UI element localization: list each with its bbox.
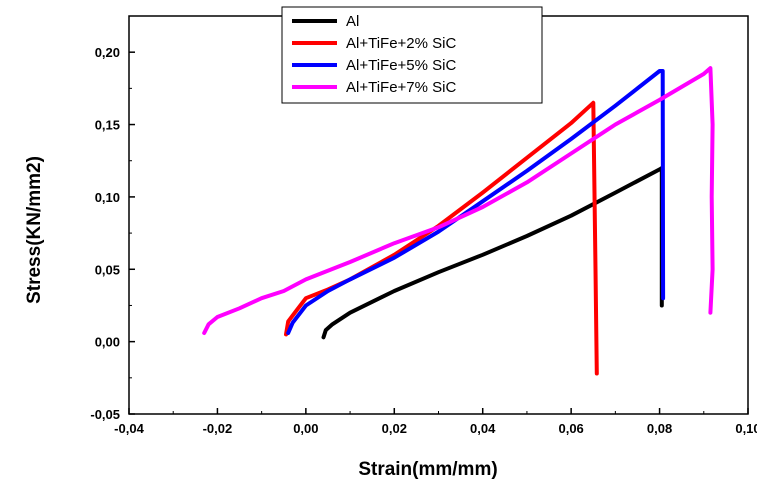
series-layer (202, 66, 715, 376)
y-tick-label: 0,20 (95, 45, 120, 60)
y-tick-label: 0,05 (95, 262, 120, 277)
series-line-1 (321, 166, 664, 340)
x-axis-ticks: -0,04 -0,02 0,00 0,02 0,04 0,06 0,08 0,10 (114, 408, 757, 436)
y-tick-label: 0,15 (95, 118, 120, 133)
x-tick-label: -0,02 (203, 421, 233, 436)
x-tick-label: 0,06 (558, 421, 583, 436)
series-line-2 (284, 100, 599, 376)
legend-label: Al+TiFe+2% SiC (346, 35, 456, 52)
x-tick-label: 0,08 (647, 421, 672, 436)
legend: Al Al+TiFe+2% SiC Al+TiFe+5% SiC Al+TiFe+7%… (281, 6, 543, 104)
x-tick-label: 0,04 (470, 421, 496, 436)
y-axis-ticks: -0,05 0,00 0,05 0,10 0,15 0,20 (90, 45, 135, 422)
series-line-4 (202, 66, 715, 335)
series-line-3 (286, 69, 666, 335)
y-tick-label: -0,05 (90, 407, 120, 422)
y-tick-label: 0,10 (95, 190, 120, 205)
y-axis-title: Stress(KN/mm2) (24, 156, 45, 304)
y-tick-label: 0,00 (95, 335, 120, 350)
x-axis-title: Strain(mm/mm) (358, 459, 497, 480)
x-tick-label: 0,02 (382, 421, 407, 436)
x-tick-label: 0,00 (293, 421, 318, 436)
x-tick-label: -0,04 (114, 421, 144, 436)
legend-label: Al+TiFe+7% SiC (346, 79, 456, 96)
legend-label: Al+TiFe+5% SiC (346, 57, 456, 74)
x-tick-label: 0,10 (735, 421, 757, 436)
legend-label: Al (346, 13, 359, 30)
